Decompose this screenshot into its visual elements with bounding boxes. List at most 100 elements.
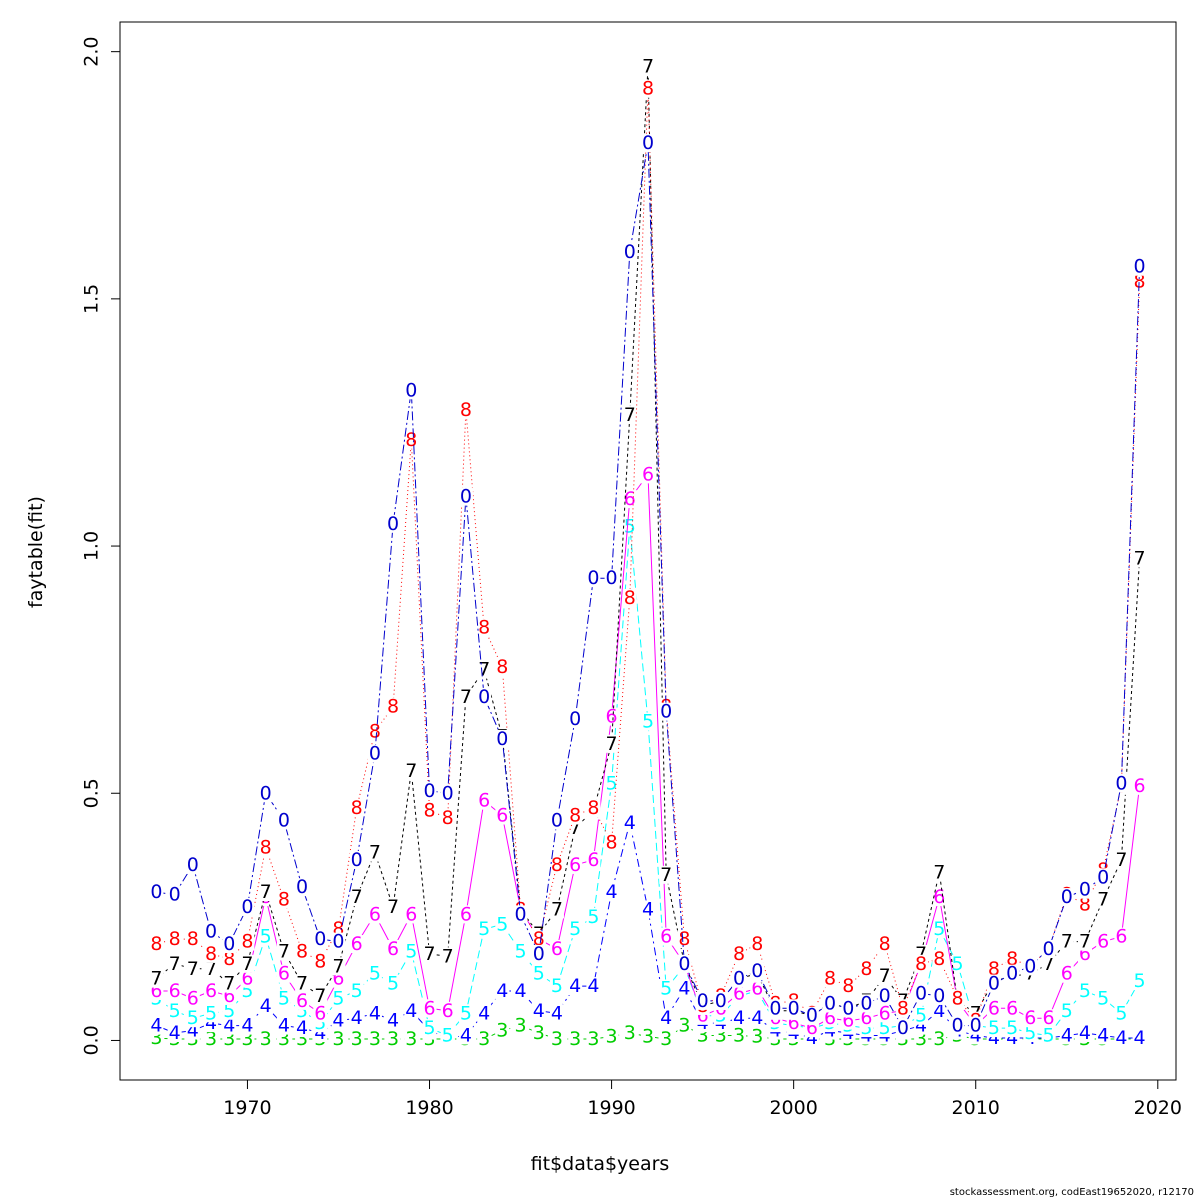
series-point-7: 7 [478, 659, 490, 681]
marker-gap [386, 514, 401, 533]
series-point-6: 6 [1115, 926, 1127, 948]
series-point-8: 8 [1134, 271, 1146, 293]
series-point-0: 0 [897, 1017, 909, 1039]
marker-gap [932, 920, 947, 939]
series-point-5: 5 [1043, 1025, 1055, 1047]
series-point-7: 7 [296, 973, 308, 995]
marker-gap [1096, 868, 1111, 887]
x-tick-label: 1970 [223, 1097, 271, 1119]
series-point-4: 4 [569, 975, 581, 997]
series-point-0: 0 [733, 968, 745, 990]
marker-gap [240, 954, 255, 973]
marker-gap [440, 784, 455, 803]
series-point-4: 4 [405, 1000, 417, 1022]
marker-gap [458, 1026, 473, 1045]
marker-gap [167, 1024, 182, 1043]
series-point-0: 0 [697, 990, 709, 1012]
series-point-8: 8 [879, 933, 891, 955]
series-point-7: 7 [187, 958, 199, 980]
series-point-4: 4 [278, 1015, 290, 1037]
series-point-0: 0 [806, 1005, 818, 1027]
marker-gap [276, 964, 291, 983]
marker-gap [1059, 1001, 1074, 1020]
marker-gap [331, 932, 346, 951]
series-point-3: 3 [387, 1028, 399, 1050]
series-point-5: 5 [879, 1017, 891, 1039]
marker-gap [477, 791, 492, 810]
series-point-0: 0 [1024, 955, 1036, 977]
marker-gap [458, 687, 473, 706]
series-point-4: 4 [223, 1015, 235, 1037]
series-point-4: 4 [642, 898, 654, 920]
series-point-7: 7 [606, 733, 618, 755]
marker-gap [604, 707, 619, 726]
series-point-0: 0 [169, 884, 181, 906]
series-point-0: 0 [442, 782, 454, 804]
marker-gap [1132, 257, 1147, 276]
series-point-7: 7 [351, 886, 363, 908]
series-point-4: 4 [351, 1007, 363, 1029]
series-point-7: 7 [442, 945, 454, 967]
marker-gap [1132, 549, 1147, 568]
series-point-5: 5 [1097, 987, 1109, 1009]
series-point-8: 8 [496, 656, 508, 678]
series-point-3: 3 [933, 1028, 945, 1050]
series-point-3: 3 [515, 1015, 527, 1037]
marker-gap [367, 1004, 382, 1023]
series-point-0: 0 [606, 567, 618, 589]
marker-gap [440, 947, 455, 966]
marker-gap [568, 710, 583, 729]
marker-gap [568, 920, 583, 939]
marker-gap [167, 954, 182, 973]
marker-gap [295, 991, 310, 1010]
series-point-6: 6 [1043, 1007, 1055, 1029]
series-point-7: 7 [660, 864, 672, 886]
marker-gap [477, 660, 492, 679]
series-point-8: 8 [442, 807, 454, 829]
marker-gap [986, 999, 1001, 1018]
marker-gap [367, 722, 382, 741]
series-point-5: 5 [442, 1025, 454, 1047]
series-point-6: 6 [1006, 997, 1018, 1019]
marker-gap [932, 1029, 947, 1048]
marker-gap [659, 1029, 674, 1048]
series-point-4: 4 [733, 1007, 745, 1029]
marker-gap [604, 774, 619, 793]
marker-gap [404, 430, 419, 449]
series-point-7: 7 [169, 953, 181, 975]
series-point-3: 3 [332, 1028, 344, 1050]
marker-gap [149, 969, 164, 988]
marker-gap [1041, 1009, 1056, 1028]
marker-gap [859, 959, 874, 978]
series-point-8: 8 [751, 933, 763, 955]
series-point-8: 8 [351, 797, 363, 819]
series-point-5: 5 [1134, 970, 1146, 992]
series-point-3: 3 [205, 1028, 217, 1050]
series-point-6: 6 [369, 903, 381, 925]
marker-gap [386, 1011, 401, 1030]
marker-gap [1077, 1024, 1092, 1043]
x-tick-label: 2000 [769, 1097, 817, 1119]
marker-gap [404, 1001, 419, 1020]
series-point-6: 6 [569, 854, 581, 876]
series-point-8: 8 [223, 948, 235, 970]
series-point-0: 0 [1043, 938, 1055, 960]
marker-gap [185, 1009, 200, 1028]
marker-gap [204, 1004, 219, 1023]
series-point-5: 5 [260, 926, 272, 948]
marker-gap [549, 811, 564, 830]
series-point-0: 0 [624, 241, 636, 263]
series-point-0: 0 [715, 990, 727, 1012]
marker-gap [586, 850, 601, 869]
series-point-6: 6 [1097, 931, 1109, 953]
marker-gap [276, 1016, 291, 1035]
marker-gap [1041, 1026, 1056, 1045]
marker-gap [295, 974, 310, 993]
marker-gap [295, 878, 310, 897]
series-point-5: 5 [1006, 1017, 1018, 1039]
series-point-7: 7 [369, 842, 381, 864]
series-point-6: 6 [860, 1007, 872, 1029]
marker-gap [859, 994, 874, 1013]
series-point-3: 3 [351, 1028, 363, 1050]
